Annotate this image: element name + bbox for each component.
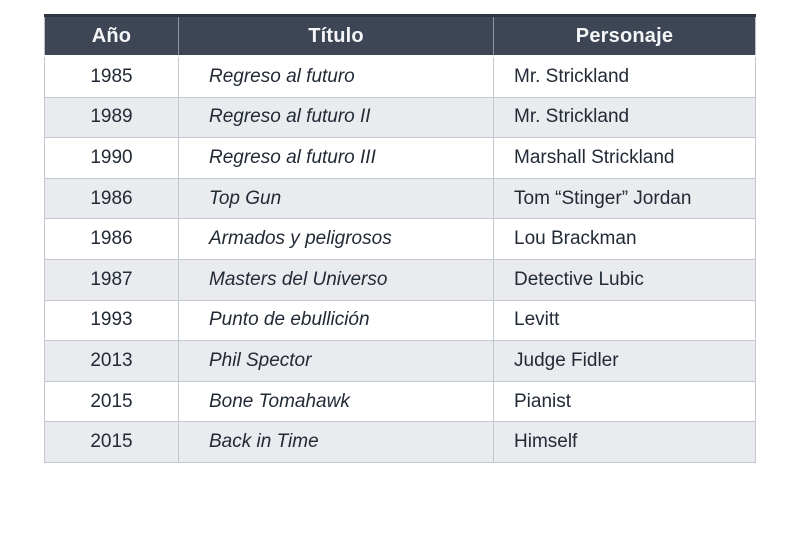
character-cell: Lou Brackman	[493, 218, 756, 260]
character-cell: Detective Lubic	[493, 258, 756, 301]
title-cell: Top Gun	[178, 177, 494, 220]
title-cell: Phil Spector	[178, 340, 494, 382]
year-cell: 1985	[44, 55, 179, 98]
table-row: 1993 Punto de ebullición Levitt	[44, 299, 756, 342]
table-row: 1986 Armados y peligrosos Lou Brackman	[44, 218, 756, 260]
table-header-row: Año Título Personaje	[44, 14, 756, 57]
table-row: 1987 Masters del Universo Detective Lubi…	[44, 258, 756, 301]
col-header-year: Año	[44, 14, 179, 57]
title-cell: Regreso al futuro II	[178, 96, 494, 139]
year-cell: 1993	[44, 299, 179, 342]
character-cell: Pianist	[493, 380, 756, 423]
character-cell: Mr. Strickland	[493, 55, 756, 98]
character-cell: Himself	[493, 421, 756, 463]
title-cell: Bone Tomahawk	[178, 380, 494, 423]
year-cell: 1986	[44, 177, 179, 220]
col-header-character: Personaje	[493, 14, 756, 57]
table-row: 1989 Regreso al futuro II Mr. Strickland	[44, 96, 756, 139]
col-header-title: Título	[178, 14, 494, 57]
character-cell: Mr. Strickland	[493, 96, 756, 139]
year-cell: 2015	[44, 421, 179, 463]
year-cell: 2015	[44, 380, 179, 423]
character-cell: Tom “Stinger” Jordan	[493, 177, 756, 220]
title-cell: Punto de ebullición	[178, 299, 494, 342]
character-cell: Judge Fidler	[493, 340, 756, 382]
table-row: 1990 Regreso al futuro III Marshall Stri…	[44, 137, 756, 179]
table-row: 2015 Bone Tomahawk Pianist	[44, 380, 756, 423]
filmography-table: Año Título Personaje 1985 Regreso al fut…	[44, 14, 756, 463]
table-row: 2015 Back in Time Himself	[44, 421, 756, 463]
year-cell: 1990	[44, 137, 179, 179]
table-row: 1985 Regreso al futuro Mr. Strickland	[44, 55, 756, 98]
title-cell: Masters del Universo	[178, 258, 494, 301]
year-cell: 1987	[44, 258, 179, 301]
title-cell: Back in Time	[178, 421, 494, 463]
table-row: 1986 Top Gun Tom “Stinger” Jordan	[44, 177, 756, 220]
year-cell: 2013	[44, 340, 179, 382]
title-cell: Regreso al futuro III	[178, 137, 494, 179]
table-row: 2013 Phil Spector Judge Fidler	[44, 340, 756, 382]
character-cell: Marshall Strickland	[493, 137, 756, 179]
year-cell: 1986	[44, 218, 179, 260]
title-cell: Armados y peligrosos	[178, 218, 494, 260]
title-cell: Regreso al futuro	[178, 55, 494, 98]
year-cell: 1989	[44, 96, 179, 139]
character-cell: Levitt	[493, 299, 756, 342]
